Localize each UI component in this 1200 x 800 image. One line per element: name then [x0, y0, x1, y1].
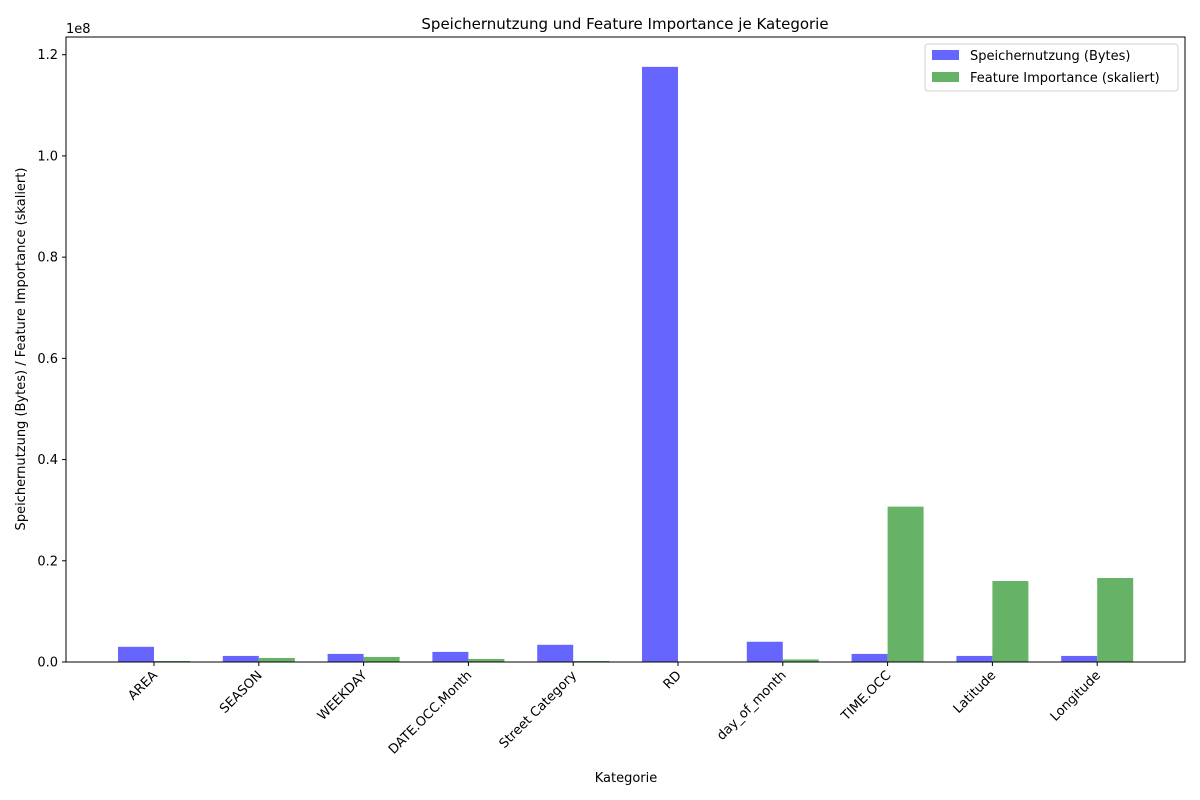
x-tick-label-time-occ: TIME.OCC	[838, 668, 894, 724]
bar-speichernutzung-season	[222, 655, 259, 662]
x-tick-label-longitude: Longitude	[1048, 668, 1104, 724]
x-tick-label-rd: RD	[661, 668, 685, 692]
bar-feature-importance-weekday	[363, 656, 400, 662]
bar-feature-importance-longitude	[1097, 577, 1134, 662]
bar-feature-importance-area	[154, 660, 190, 662]
bar-speichernutzung-weekday	[327, 653, 364, 662]
x-tick-label-day-of-month: day_of_month	[714, 668, 789, 743]
y-tick-label-5: 1.0	[37, 149, 58, 164]
bar-feature-importance-latitude	[992, 581, 1029, 662]
x-tick-label-season: SEASON	[217, 668, 265, 716]
legend-swatch-feature-importance	[932, 72, 959, 82]
bar-speichernutzung-area	[118, 646, 154, 662]
y-tick-label-6: 1.2	[37, 48, 58, 63]
y-tick-label-2: 0.4	[37, 453, 58, 468]
legend-swatch-speichernutzung	[932, 50, 959, 60]
x-tick-label-area: AREA	[125, 668, 160, 703]
bar-feature-importance-street-category	[573, 660, 610, 662]
legend: Speichernutzung (Bytes) Feature Importan…	[924, 43, 1179, 92]
legend-label-speichernutzung: Speichernutzung (Bytes)	[970, 49, 1131, 64]
plot-area: AREA SEASON WEEKDAY DATE.OCC.Month Street Ca…	[37, 36, 1186, 757]
x-tick-label-weekday: WEEKDAY	[315, 668, 370, 723]
bar-speichernutzung-day-of-month	[746, 641, 783, 662]
y-tick-label-3: 0.6	[37, 352, 58, 367]
y-axis-label: Speichernutzung (Bytes) / Feature Import…	[14, 168, 29, 531]
chart-title: Speichernutzung und Feature Importance j…	[421, 15, 828, 33]
bar-speichernutzung-time-occ	[851, 653, 888, 662]
x-tick-label-latitude: Latitude	[951, 668, 999, 716]
x-axis-label: Kategorie	[595, 771, 658, 786]
x-tick-label-street-category: Street Category	[497, 668, 581, 752]
y-offset-label: 1e8	[66, 22, 91, 37]
bar-feature-importance-time-occ	[887, 506, 924, 662]
legend-label-feature-importance: Feature Importance (skaliert)	[970, 71, 1160, 86]
bar-feature-importance-date-occ-month	[468, 658, 505, 662]
bar-feature-importance-day-of-month	[782, 659, 819, 662]
bar-speichernutzung-date-occ-month	[432, 651, 469, 662]
bar-speichernutzung-latitude	[956, 655, 993, 662]
legend-frame	[924, 43, 1179, 92]
bar-speichernutzung-longitude	[1061, 655, 1098, 662]
y-tick-label-0: 0.0	[37, 656, 58, 671]
bar-feature-importance-season	[258, 657, 295, 662]
bar-speichernutzung-rd	[642, 66, 678, 663]
y-tick-label-1: 0.2	[37, 554, 58, 569]
y-tick-label-4: 0.8	[37, 251, 58, 266]
x-tick-label-date-occ-month: DATE.OCC.Month	[386, 668, 475, 757]
plot-frame	[65, 36, 1186, 663]
bar-speichernutzung-street-category	[537, 644, 574, 662]
